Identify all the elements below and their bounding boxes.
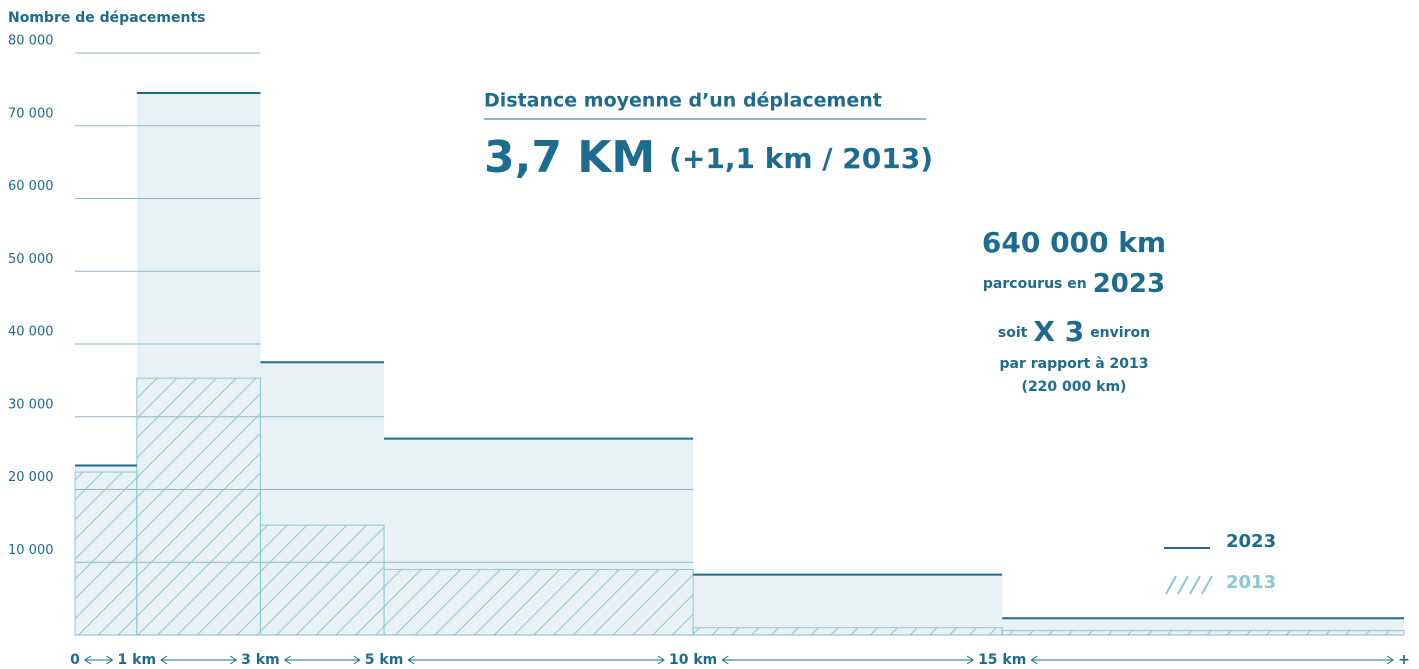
range-arrow: [407, 655, 665, 665]
bar-2013: [136, 377, 261, 636]
y-axis-title: Nombre de dépacements: [8, 10, 205, 26]
x-tick-label: 1 km: [118, 652, 157, 668]
bar-2013: [259, 524, 385, 636]
y-tick-label: 40 000: [8, 325, 54, 340]
y-tick-label: 60 000: [8, 179, 54, 194]
y-tick-label: 80 000: [8, 34, 54, 49]
range-arrow: [721, 655, 974, 665]
x-tick-label: +: [1398, 652, 1410, 668]
range-arrow: [1030, 655, 1395, 665]
ratio: soit X 3 environ: [998, 315, 1150, 348]
legend-label: 2013: [1226, 572, 1276, 593]
x-tick-label: 0: [70, 652, 80, 668]
y-tick-label: 20 000: [8, 470, 54, 485]
bar-2013: [692, 627, 1003, 636]
x-tick-label: 10 km: [669, 652, 717, 668]
y-tick-label: 10 000: [8, 543, 54, 558]
y-tick-label: 50 000: [8, 252, 54, 267]
x-tick-label: 15 km: [978, 652, 1026, 668]
bar-2013: [383, 569, 694, 636]
range-arrow: [283, 655, 361, 665]
range-arrow: [160, 655, 238, 665]
x-tick-label: 5 km: [365, 652, 404, 668]
legend-swatch-2013: [1165, 575, 1213, 595]
y-tick-label: 70 000: [8, 106, 54, 121]
average: 3,7 KM (+1,1 km / 2013): [484, 132, 933, 183]
headline: Distance moyenne d’un déplacement: [484, 90, 882, 112]
bar-2023: [693, 574, 1003, 635]
y-tick-label: 30 000: [8, 397, 54, 412]
legend-label: 2023: [1226, 531, 1276, 552]
ratio-caption: par rapport à 2013: [999, 356, 1148, 372]
bar-2013: [1001, 630, 1405, 636]
x-tick-label: 3 km: [241, 652, 280, 668]
range-arrow: [83, 655, 114, 665]
total-caption: parcourus en 2023: [983, 269, 1165, 299]
previous-total: (220 000 km): [1022, 379, 1127, 395]
bar-2013: [74, 471, 138, 636]
total: 640 000 km: [982, 226, 1166, 259]
